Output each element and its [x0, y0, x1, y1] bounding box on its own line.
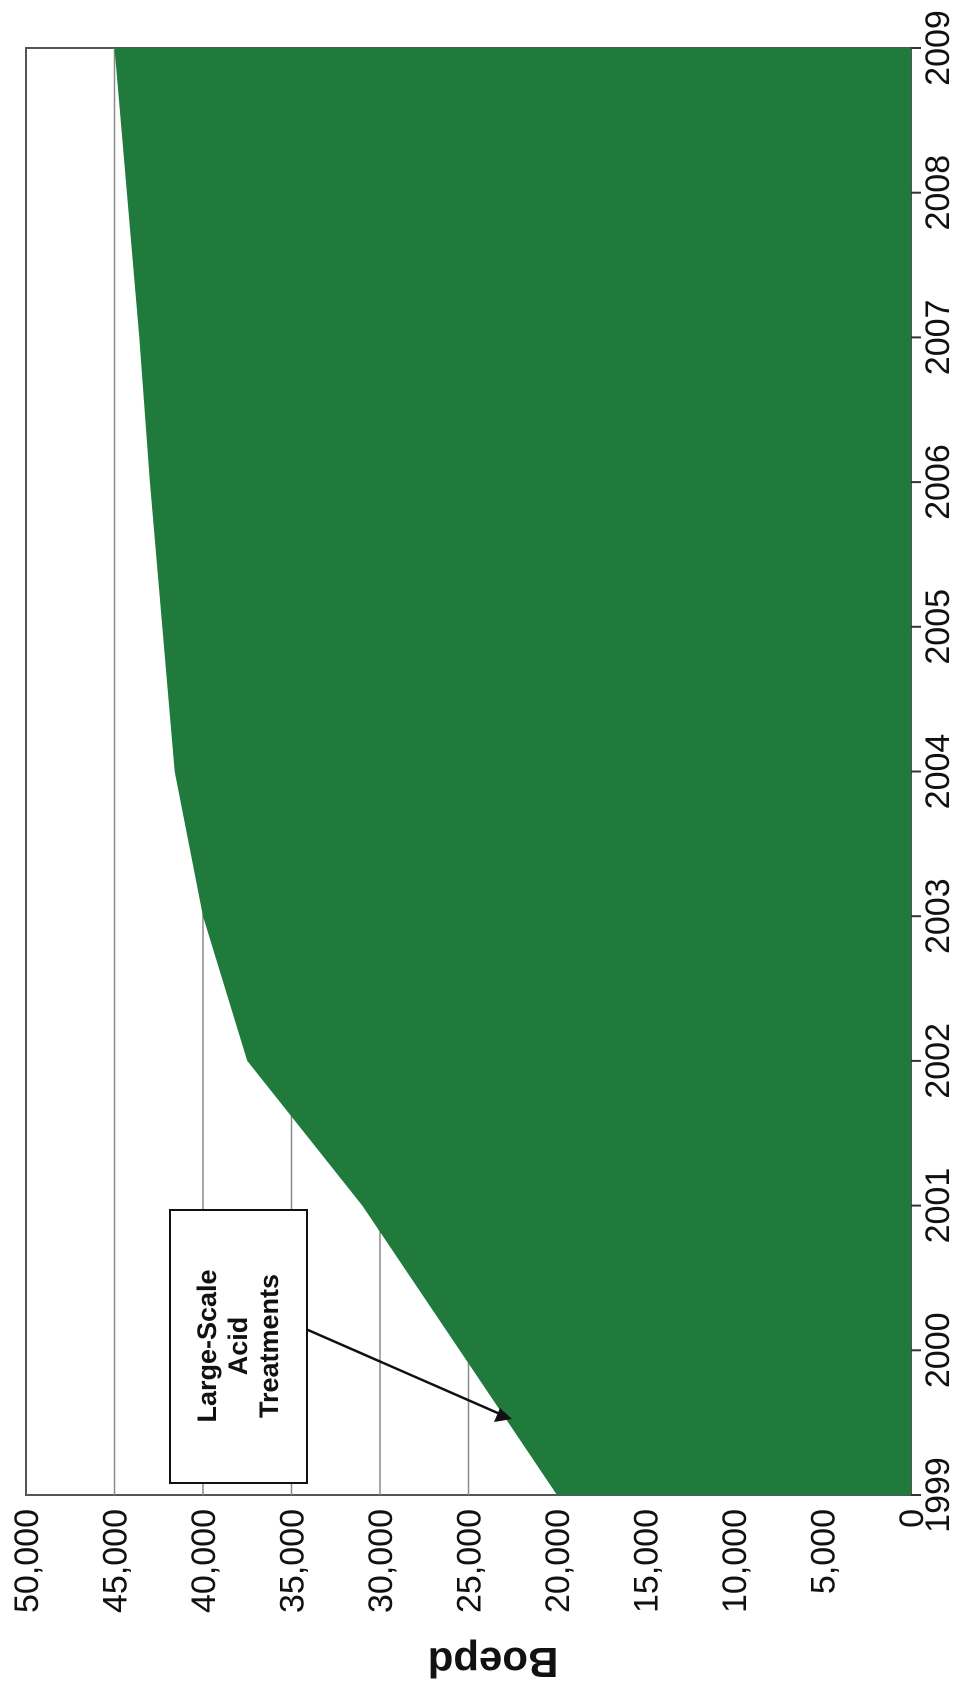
value-tick-label: 5,000	[805, 1509, 843, 1594]
year-tick-label: 2001	[919, 1168, 957, 1244]
year-tick-label: 2008	[919, 155, 957, 231]
value-tick-label: 10,000	[716, 1509, 754, 1613]
year-tick-label: 2007	[919, 300, 957, 376]
value-tick-label: 35,000	[274, 1509, 312, 1613]
year-tick-label: 2002	[919, 1023, 957, 1099]
value-tick-label: 40,000	[185, 1509, 223, 1613]
value-tick-label: 0	[893, 1509, 931, 1528]
value-tick-label: 15,000	[628, 1509, 666, 1613]
annotation-line: Treatments	[254, 1274, 284, 1418]
year-tick-label: 2006	[919, 444, 957, 520]
annotation-arrowhead	[494, 1408, 512, 1422]
production-area	[114, 48, 911, 1495]
value-tick-label: 45,000	[97, 1509, 135, 1613]
value-tick-label: 20,000	[539, 1509, 577, 1613]
annotation-line: Large-Scale	[192, 1269, 222, 1422]
annotation-text: Large-Scale Acid Treatments	[192, 1269, 284, 1422]
annotation-line: Acid	[223, 1317, 253, 1376]
value-tick-labels: 0 5,000 10,000 15,000 20,000 25,000 30,000 35,0…	[8, 1509, 931, 1613]
year-tick-label: 2004	[919, 734, 957, 810]
value-tick-label: 50,000	[8, 1509, 46, 1613]
y-axis-title: Boepd	[428, 1639, 559, 1686]
year-tick-label: 2009	[919, 10, 957, 86]
year-tick-label: 1999	[919, 1457, 957, 1533]
value-tick-label: 25,000	[451, 1509, 489, 1613]
year-tick-label: 2003	[919, 878, 957, 954]
year-tick-labels: 1999 2000 2001 2002 2003 2004 2005 2006 2007 2008…	[919, 10, 957, 1533]
annotation-box	[169, 1209, 308, 1484]
value-tick-label: 30,000	[362, 1509, 400, 1613]
annotation-arrow-line	[275, 1314, 501, 1416]
year-tick-label: 2005	[919, 589, 957, 665]
year-tick-marks	[911, 47, 921, 1496]
year-tick-label: 2000	[919, 1312, 957, 1388]
